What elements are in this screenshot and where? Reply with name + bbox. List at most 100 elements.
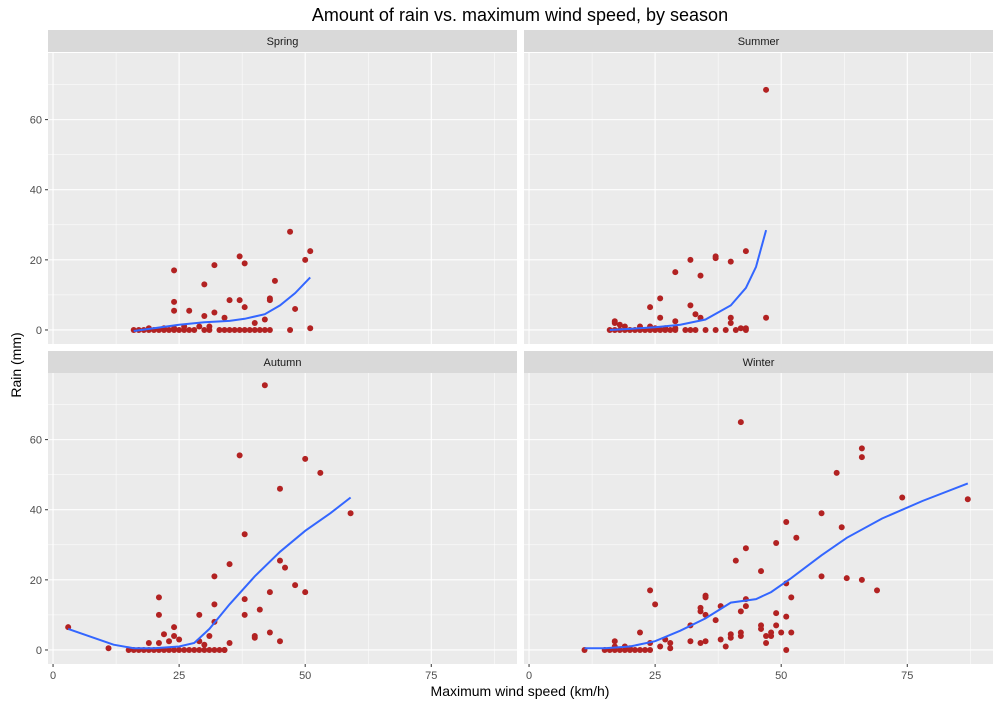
strip-background <box>48 30 517 52</box>
data-point <box>657 326 664 333</box>
data-point <box>818 510 825 517</box>
data-point <box>697 639 704 646</box>
data-point <box>783 519 790 526</box>
data-point <box>687 326 694 333</box>
data-point <box>261 326 268 333</box>
data-point <box>763 639 770 646</box>
data-point <box>171 325 178 332</box>
data-point <box>276 485 283 492</box>
data-point <box>302 256 309 263</box>
data-point <box>763 86 770 93</box>
data-point <box>241 304 248 311</box>
panel-background <box>524 53 993 344</box>
data-point <box>266 295 273 302</box>
data-point <box>788 629 795 636</box>
data-point <box>221 314 228 321</box>
data-point <box>171 298 178 305</box>
data-point <box>642 646 649 653</box>
strip-background <box>524 351 993 373</box>
x-tick-label: 0 <box>526 670 532 682</box>
data-point <box>732 557 739 564</box>
data-point <box>226 297 233 304</box>
data-point <box>171 632 178 639</box>
data-point <box>181 646 188 653</box>
data-point <box>266 629 273 636</box>
data-point <box>657 643 664 650</box>
data-point <box>783 646 790 653</box>
x-tick-label: 50 <box>299 670 311 682</box>
y-tick-label: 60 <box>30 115 42 127</box>
data-point <box>727 314 734 321</box>
data-point <box>171 646 178 653</box>
data-point <box>287 326 294 333</box>
data-point <box>256 326 263 333</box>
data-point <box>221 326 228 333</box>
data-point <box>682 326 689 333</box>
data-point <box>241 326 248 333</box>
data-point <box>211 262 218 269</box>
data-point <box>621 323 628 330</box>
panel-winter: Winter 0 25 50 75 <box>524 351 993 682</box>
data-point <box>722 326 729 333</box>
data-point <box>307 248 314 255</box>
panel-background <box>48 53 517 344</box>
data-point <box>186 646 193 653</box>
data-point <box>858 576 865 583</box>
data-point <box>672 269 679 276</box>
data-point <box>636 629 643 636</box>
data-point <box>201 312 208 319</box>
data-point <box>155 594 162 601</box>
data-point <box>196 646 203 653</box>
data-point <box>287 228 294 235</box>
data-point <box>266 589 273 596</box>
data-point <box>186 326 193 333</box>
data-point <box>763 314 770 321</box>
smooth-line <box>133 276 311 332</box>
data-point <box>742 603 749 610</box>
data-point <box>160 631 167 638</box>
y-tick-label: 60 <box>30 435 42 447</box>
panel-autumn: Autumn 0 20 40 60 0 25 50 75 <box>30 351 517 682</box>
data-point <box>964 496 971 503</box>
x-axis-title: Maximum wind speed (km/h) <box>431 683 610 699</box>
data-point <box>261 382 268 389</box>
data-point <box>166 646 173 653</box>
data-point <box>211 646 218 653</box>
y-tick-label: 40 <box>30 505 42 517</box>
data-point <box>667 326 674 333</box>
data-point <box>793 534 800 541</box>
data-point <box>236 452 243 459</box>
data-point <box>647 587 654 594</box>
data-point <box>206 632 213 639</box>
data-point <box>672 325 679 332</box>
data-point <box>171 307 178 314</box>
data-point <box>292 305 299 312</box>
smooth-line <box>584 482 969 650</box>
data-point <box>773 540 780 547</box>
data-point <box>211 573 218 580</box>
data-point <box>778 629 785 636</box>
data-point <box>282 564 289 571</box>
x-tick-label: 75 <box>425 670 437 682</box>
data-point <box>768 629 775 636</box>
data-point <box>292 582 299 589</box>
data-point <box>176 326 183 333</box>
data-point <box>742 325 749 332</box>
data-point <box>251 326 258 333</box>
data-point <box>206 646 213 653</box>
x-tick-label: 50 <box>775 670 787 682</box>
y-tick-label: 20 <box>30 255 42 267</box>
data-point <box>687 302 694 309</box>
data-point <box>226 561 233 568</box>
data-point <box>647 646 654 653</box>
data-point <box>145 639 152 646</box>
data-point <box>758 625 765 632</box>
strip-label: Autumn <box>264 357 302 369</box>
data-point <box>758 568 765 575</box>
x-tick-label: 75 <box>901 670 913 682</box>
data-point <box>201 326 208 333</box>
data-point <box>667 645 674 652</box>
data-point <box>191 646 198 653</box>
strip-label: Summer <box>738 36 780 48</box>
